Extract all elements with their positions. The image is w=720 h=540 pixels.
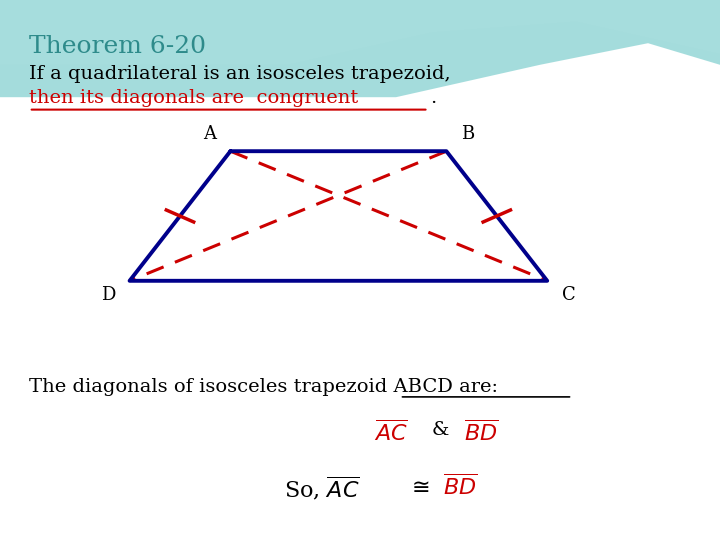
Text: $\overline{BD}$: $\overline{BD}$ (443, 475, 477, 501)
Text: Theorem 6-20: Theorem 6-20 (29, 35, 206, 58)
Polygon shape (0, 0, 720, 97)
Text: C: C (562, 286, 575, 304)
Text: The diagonals of isosceles trapezoid ABCD are:: The diagonals of isosceles trapezoid ABC… (29, 378, 498, 396)
Text: then its diagonals are  congruent: then its diagonals are congruent (29, 89, 358, 107)
Text: D: D (101, 286, 115, 304)
Polygon shape (0, 0, 720, 65)
Text: .: . (431, 89, 437, 107)
Text: So, $\overline{AC}$: So, $\overline{AC}$ (284, 475, 360, 503)
Text: $\cong$: $\cong$ (407, 475, 429, 497)
Text: B: B (461, 125, 474, 143)
Text: $\overline{AC}$: $\overline{AC}$ (374, 421, 408, 447)
Text: If a quadrilateral is an isosceles trapezoid,: If a quadrilateral is an isosceles trape… (29, 65, 451, 83)
Text: A: A (203, 125, 216, 143)
Text: $\overline{BD}$: $\overline{BD}$ (464, 421, 499, 447)
Text: &: & (432, 421, 456, 439)
